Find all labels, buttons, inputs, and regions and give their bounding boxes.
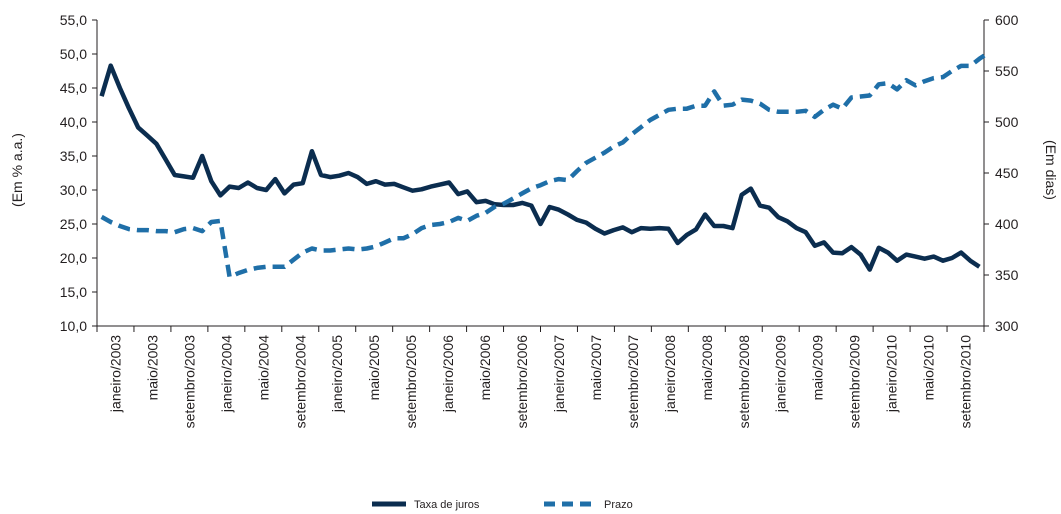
series-group: [99, 50, 990, 280]
x-tick-label: maio/2006: [477, 335, 493, 401]
y2-tick-label: 500: [995, 114, 1019, 130]
x-tick-label: janeiro/2009: [773, 335, 789, 413]
y-tick-label: 10,0: [60, 318, 87, 334]
x-tick-label: maio/2007: [588, 335, 604, 401]
x-tick-label: setembro/2003: [181, 335, 197, 429]
y-tick-label: 50,0: [60, 46, 87, 62]
y-tick-label: 15,0: [60, 284, 87, 300]
y2-tick-label: 450: [995, 165, 1019, 181]
right-axis-tick-labels: 300 350 400 450 500 550 600: [984, 12, 1019, 334]
x-tick-label: maio/2003: [144, 335, 160, 401]
y-tick-label: 45,0: [60, 80, 87, 96]
y2-tick-label: 400: [995, 216, 1019, 232]
legend-item-prazo: Prazo: [544, 499, 633, 511]
x-tick-label: maio/2004: [255, 335, 271, 401]
x-tick-label: janeiro/2003: [107, 335, 123, 413]
y2-tick-label: 550: [995, 63, 1019, 79]
x-tick-label: setembro/2007: [625, 335, 641, 429]
chart-axes: [96, 20, 985, 327]
series-line-taxa-de-juros: [99, 63, 981, 272]
x-tick-label: setembro/2008: [736, 335, 752, 429]
x-tick-label: janeiro/2004: [218, 335, 234, 413]
y-tick-label: 30,0: [60, 182, 87, 198]
x-tick-label: maio/2005: [366, 335, 382, 401]
legend-label-prazo: Prazo: [604, 499, 633, 511]
x-tick-label: maio/2008: [699, 335, 715, 401]
x-tick-label: setembro/2009: [847, 335, 863, 429]
x-tick-label: maio/2009: [810, 335, 826, 401]
y2-tick-label: 300: [995, 318, 1019, 334]
y-tick-label: 40,0: [60, 114, 87, 130]
y-tick-label: 20,0: [60, 250, 87, 266]
y2-axis-title: (Em dias): [1043, 140, 1059, 200]
x-tick-label: maio/2010: [921, 335, 937, 401]
x-axis-tick-labels: janeiro/2003 maio/2003 setembro/2003 janeir…: [96, 326, 985, 429]
legend: Taxa de juros Prazo: [372, 499, 633, 511]
y-axis-title: (Em % a.a.): [9, 133, 25, 207]
series-line-prazo: [100, 50, 990, 280]
x-tick-label: janeiro/2007: [551, 335, 567, 413]
left-axis-tick-labels: 10,0 15,0 20,0 25,0 30,0 35,0 40,0 45,0 50,0 55,0: [60, 12, 97, 334]
x-tick-label: setembro/2006: [514, 335, 530, 429]
x-tick-label: janeiro/2006: [440, 335, 456, 413]
y2-tick-label: 600: [995, 12, 1019, 28]
y-tick-label: 55,0: [60, 12, 87, 28]
x-tick-label: setembro/2010: [958, 335, 974, 429]
y-tick-label: 35,0: [60, 148, 87, 164]
x-tick-label: setembro/2004: [292, 335, 308, 429]
legend-item-taxa: Taxa de juros: [372, 499, 480, 511]
y-tick-label: 25,0: [60, 216, 87, 232]
x-tick-label: janeiro/2005: [329, 335, 345, 413]
y2-tick-label: 350: [995, 267, 1019, 283]
x-tick-label: janeiro/2010: [884, 335, 900, 413]
legend-label-taxa: Taxa de juros: [414, 499, 480, 511]
x-tick-label: janeiro/2008: [662, 335, 678, 413]
x-tick-label: setembro/2005: [403, 335, 419, 429]
